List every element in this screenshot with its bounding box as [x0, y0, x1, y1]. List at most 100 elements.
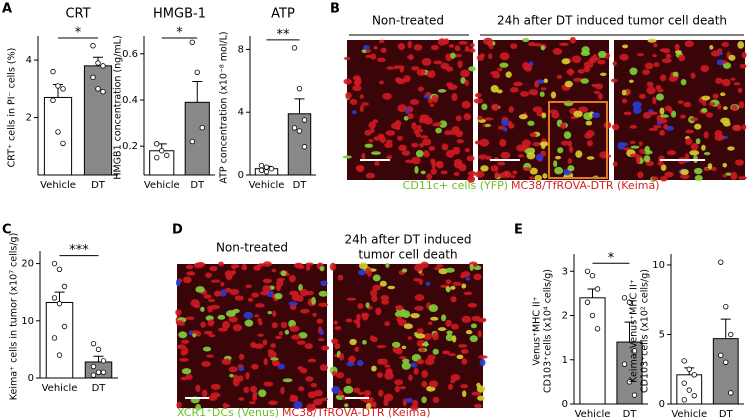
cell: [238, 353, 245, 360]
cell: [458, 40, 468, 45]
cell: [490, 84, 499, 93]
cell: [361, 152, 366, 161]
cell: [262, 285, 272, 292]
cell: [727, 146, 735, 151]
data-point: [686, 366, 692, 372]
cell: [249, 385, 258, 393]
cell: [192, 333, 197, 338]
data-point: [723, 303, 729, 310]
cell: [217, 327, 228, 332]
cell: [702, 102, 707, 106]
cell: [656, 121, 662, 126]
cell: [384, 321, 391, 327]
cell: [430, 316, 439, 321]
cell: [331, 386, 341, 394]
cell: [210, 304, 221, 310]
cell: [461, 358, 468, 365]
data-point: [100, 63, 106, 69]
cell: [643, 155, 651, 163]
cell: [461, 315, 472, 323]
cell: [522, 167, 532, 172]
data-point: [60, 86, 66, 92]
cell: [419, 272, 425, 276]
cell: [599, 72, 607, 76]
cell: [263, 381, 274, 387]
cell: [184, 347, 189, 355]
cell: [267, 310, 272, 315]
cell: [512, 170, 518, 175]
cell: [660, 114, 669, 118]
cell: [288, 274, 296, 283]
cell: [278, 331, 284, 336]
cell: [407, 55, 412, 59]
cell: [358, 262, 368, 270]
error-bar: [192, 81, 203, 103]
cell: [260, 290, 269, 296]
cell: [632, 101, 642, 108]
cell: [638, 141, 643, 147]
cell: [280, 386, 285, 395]
cell: [289, 325, 300, 332]
data-point: [268, 166, 275, 172]
cell: [465, 329, 473, 335]
cell: [385, 130, 396, 136]
cell: [738, 101, 745, 109]
y-tick-label: 8: [238, 44, 244, 55]
cell: [195, 384, 201, 393]
cell: [657, 162, 664, 166]
cell: [464, 48, 470, 52]
data-point: [589, 272, 596, 279]
cell: [540, 87, 547, 91]
cell: [357, 359, 364, 367]
cell: [395, 125, 401, 131]
cell: [410, 312, 420, 319]
cell: [646, 81, 654, 88]
cell: [448, 353, 457, 357]
cell: [533, 43, 542, 47]
cell: [653, 125, 662, 129]
cell: [417, 86, 424, 92]
cell: [709, 44, 714, 50]
y-tick-label: 0: [238, 170, 244, 181]
data-point: [631, 392, 638, 398]
cell: [428, 321, 433, 326]
data-point: [718, 259, 724, 265]
cell: [451, 93, 458, 102]
cell: [186, 271, 196, 276]
data-point: [100, 89, 106, 95]
cell: [491, 103, 500, 111]
cell: [319, 329, 324, 336]
cell: [232, 324, 242, 332]
cell: [586, 156, 595, 160]
cell: [397, 43, 406, 51]
cell: [494, 171, 500, 179]
y-axis-label: CRT⁺ cells in PI⁻ cells (%): [7, 48, 18, 168]
data-point: [189, 138, 195, 145]
cell: [450, 296, 457, 303]
cell: [394, 65, 399, 70]
cell: [319, 364, 328, 371]
cell: [457, 60, 463, 69]
cell: [610, 78, 618, 83]
cell: [450, 52, 456, 59]
y-tick-label: 0: [562, 399, 568, 410]
cell: [703, 167, 710, 171]
cell: [454, 45, 461, 52]
cell: [518, 114, 528, 120]
cell: [550, 91, 557, 99]
cell: [416, 328, 424, 334]
cell: [700, 65, 710, 73]
cell: [274, 292, 283, 300]
cell: [694, 175, 703, 182]
cell: [445, 286, 451, 293]
cell: [510, 43, 518, 49]
cell: [473, 273, 482, 281]
cell: [307, 358, 317, 363]
cell: [395, 77, 402, 83]
cell: [193, 262, 204, 269]
cell: [445, 279, 452, 285]
cell: [363, 44, 370, 50]
cell: [466, 155, 475, 162]
cell: [353, 387, 361, 394]
cell: [721, 42, 730, 48]
